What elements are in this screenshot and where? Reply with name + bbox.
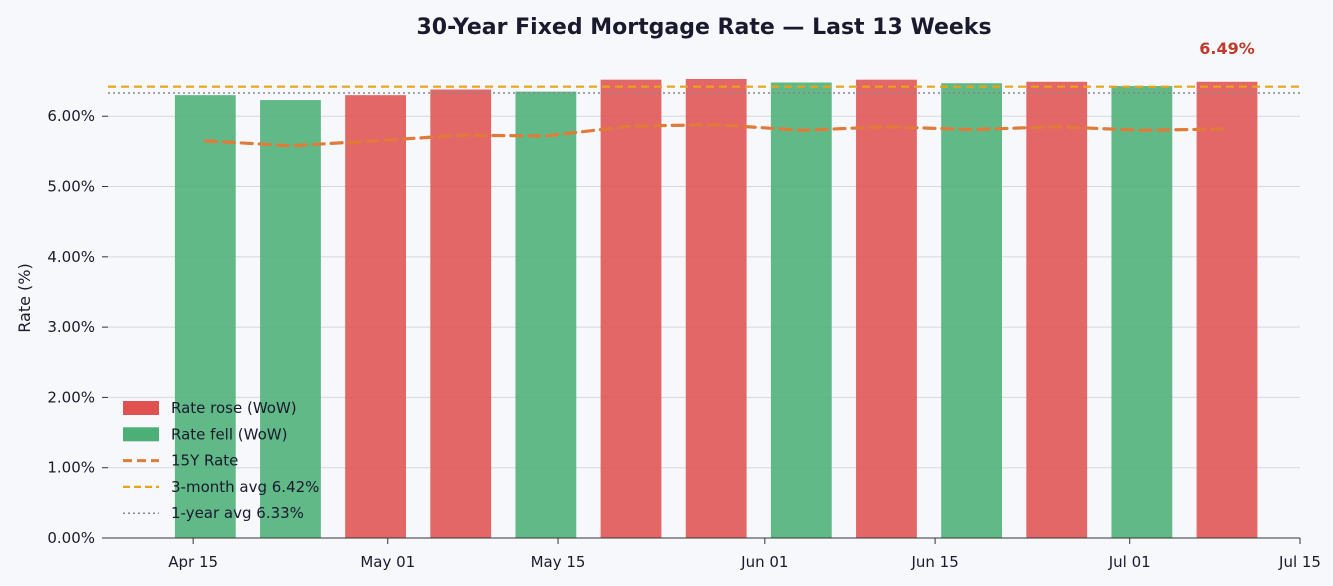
bar-2024-06-25: [1026, 81, 1088, 539]
y-tick-label: 1.00%: [47, 459, 95, 477]
y-tick-label: 6.00%: [47, 107, 95, 125]
x-tick-label: Apr 15: [168, 553, 218, 571]
axes: 0.00% 1.00% 2.00% 3.00% 4.00% 5.00% 6.00% Apr 1…: [47, 107, 1321, 571]
y-tick-label: 0.00%: [47, 529, 95, 547]
y-tick-label: 3.00%: [47, 318, 95, 336]
legend-label: 15Y Rate: [171, 452, 238, 470]
x-tick-label: Jul 01: [1108, 553, 1151, 571]
line-15y-rate: [203, 123, 1229, 148]
bar-2024-04-30: [345, 95, 406, 538]
x-tick-label: Jun 01: [740, 553, 788, 571]
bar-2024-06-18: [941, 83, 1002, 539]
legend-swatch: [123, 427, 159, 442]
x-tick-label: May 01: [360, 553, 415, 571]
x-tick-label: Jun 15: [910, 553, 958, 571]
chart-title: 30-Year Fixed Mortgage Rate — Last 13 We…: [416, 15, 991, 40]
bar-2024-05-28: [685, 78, 747, 539]
legend: Rate rose (WoW) Rate fell (WoW) 15Y Rate 3-…: [123, 399, 319, 522]
lines: 6.49%: [108, 39, 1300, 148]
bar-2024-05-21: [600, 79, 662, 539]
y-tick-label: 2.00%: [47, 388, 95, 406]
bar-2024-07-02: [1111, 86, 1173, 539]
bars: [174, 78, 1258, 539]
legend-label: Rate fell (WoW): [171, 425, 287, 443]
legend-swatch: [123, 401, 159, 415]
x-tick-label: Jul 15: [1278, 553, 1321, 571]
legend-label: Rate rose (WoW): [171, 399, 297, 417]
legend-label: 3-month avg 6.42%: [171, 478, 319, 496]
bar-2024-04-16: [174, 95, 236, 538]
legend-label: 1-year avg 6.33%: [171, 504, 304, 522]
bar-2024-07-09: [1196, 81, 1258, 539]
latest-rate-annotation: 6.49%: [1199, 39, 1255, 58]
bar-2024-04-23: [260, 100, 321, 538]
bar-2024-06-11: [856, 79, 917, 539]
bar-2024-06-04: [770, 82, 832, 539]
y-tick-label: 5.00%: [47, 178, 95, 196]
y-axis-label: Rate (%): [15, 263, 34, 332]
bar-2024-05-14: [515, 91, 577, 538]
bar-2024-05-07: [430, 89, 492, 538]
x-tick-label: May 15: [531, 553, 586, 571]
y-tick-label: 4.00%: [47, 248, 95, 266]
